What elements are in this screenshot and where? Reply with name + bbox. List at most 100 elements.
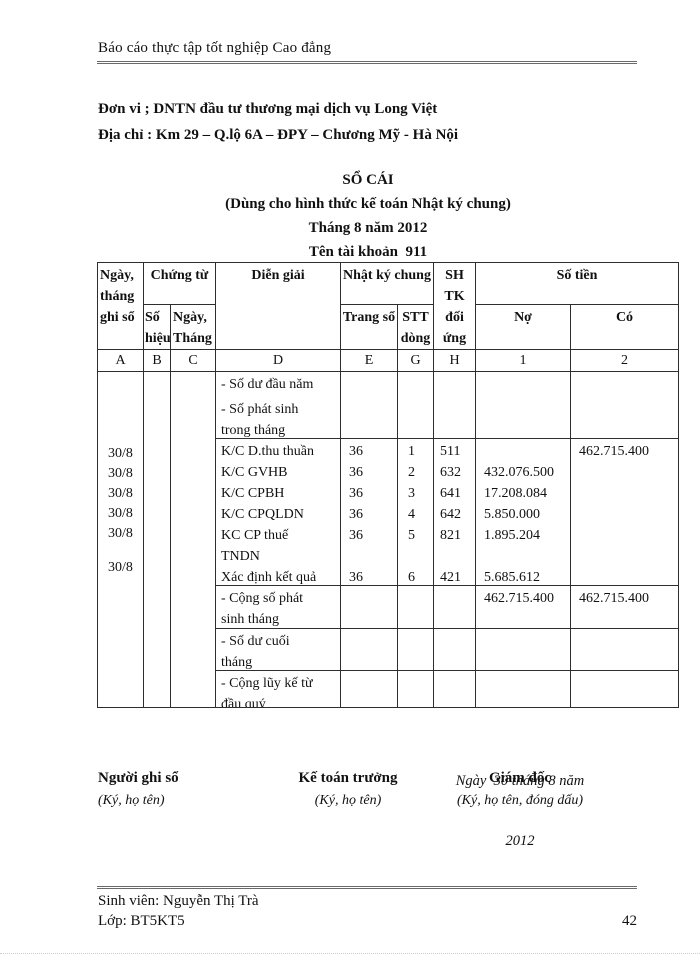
role-note: (Ký, họ tên) (314, 793, 382, 808)
entry-date-column: 30/8 30/8 30/8 30/8 30/8 30/8 (98, 371, 143, 707)
entry-date: 30/8 (108, 526, 133, 541)
entry-journal-page: 36 (349, 570, 363, 585)
running-header: Báo cáo thực tập tốt nghiệp Cao đẳng (98, 40, 332, 56)
col-header-journal-group: Nhật ký chung (340, 263, 433, 304)
summary-label-line: - Cộng lũy kế từ (221, 676, 313, 691)
summary-label-line: - Số dư cuối (221, 634, 290, 649)
entry-debit-amount: 1.895.204 (484, 528, 540, 543)
entry-journal-line: 3 (408, 486, 415, 501)
letter-cell: E (340, 349, 397, 371)
entry-credit-amount (579, 546, 678, 567)
col-header-voucher-date: Ngày, Tháng (170, 304, 215, 349)
entry-journal-page (349, 546, 397, 567)
entry-debit-amount (484, 441, 570, 462)
opening-journal-page-empty (340, 371, 397, 438)
opening-line: - Số phát sinh (221, 402, 299, 417)
entry-debit-amount (484, 546, 570, 567)
entry-date: 30/8 (108, 486, 133, 501)
entry-debit-amount: 17.208.084 (484, 486, 547, 501)
role-title: Kế toán trưởng (298, 770, 398, 786)
summary-journal-line-empty (397, 585, 433, 628)
col-header-voucher-group: Chứng từ (143, 263, 215, 304)
entry-credit-amount (579, 567, 678, 585)
opening-credit-empty (570, 371, 678, 438)
footer-page-number: 42 (622, 913, 637, 929)
role-title: Người ghi sổ (98, 770, 179, 786)
voucher-date-column-empty (170, 371, 215, 707)
entry-contra-account (440, 546, 475, 567)
entry-date: 30/8 (108, 466, 133, 481)
col-header-voucher-no: Số hiệu (143, 304, 170, 349)
entry-description-column: K/C D.thu thuần K/C GVHB K/C CPBH K/C CP… (215, 438, 340, 585)
entry-description: K/C GVHB (221, 465, 288, 480)
letter-cell: A (98, 349, 143, 371)
entry-credit-amount (579, 504, 678, 525)
entry-contra-account: 642 (440, 507, 461, 522)
letter-cell: C (170, 349, 215, 371)
role-title: Giám đốc (488, 770, 552, 786)
contra-header-line: SH (445, 268, 464, 283)
opening-debit-empty (475, 371, 570, 438)
entry-contra-account: 641 (440, 486, 461, 501)
summary-journal-line-empty (397, 670, 433, 707)
summary-label-cell: - Cộng số phát sinh tháng (215, 585, 340, 628)
letter-cell: G (397, 349, 433, 371)
entry-journal-page: 36 (349, 528, 363, 543)
role-note: (Ký, họ tên) (98, 793, 165, 808)
summary-label-line: tháng (221, 655, 253, 670)
entry-description: K/C CPQLDN (221, 507, 304, 522)
entry-credit-amount (579, 483, 678, 504)
entry-debit-amount: 5.850.000 (484, 507, 540, 522)
opening-contra-empty (433, 371, 475, 438)
signature-role-chief-accountant: Kế toán trưởng (Ký, họ tên) (268, 770, 428, 809)
page-subtitle: (Dùng cho hình thức kế toán Nhật ký chun… (225, 196, 511, 212)
summary-label-cell: - Số dư cuối tháng (215, 628, 340, 670)
entry-description: K/C D.thu thuần (221, 444, 314, 459)
col-header-journal-line: STT dòng (397, 304, 433, 349)
entry-journal-line: 6 (408, 570, 415, 585)
contra-header-line: ứng (442, 331, 467, 346)
entry-description: TNDN (221, 549, 260, 564)
letter-cell: B (143, 349, 170, 371)
summary-debit-cell (475, 628, 570, 670)
footer-class-line: Lớp: BT5KT5 (98, 913, 185, 929)
summary-contra-empty (433, 670, 475, 707)
voucher-no-column-empty (143, 371, 170, 707)
entry-contra-account-column: 511 632 641 642 821 421 (433, 438, 475, 585)
contra-header-line: TK (444, 289, 465, 304)
entry-contra-account: 511 (440, 444, 461, 459)
page-edge-dotted-line (0, 953, 700, 954)
entry-description: KC CP thuế (221, 528, 289, 543)
title-block: SỔ CÁI (Dùng cho hình thức kế toán Nhật … (98, 168, 638, 264)
letter-cell: D (215, 349, 340, 371)
header-rule (97, 61, 637, 64)
summary-label-line: đầu quý (221, 697, 266, 707)
col-header-amount-group: Số tiền (475, 263, 678, 304)
signoff-date-line: Ngày 30 tháng 8 năm (455, 773, 585, 789)
footer-class-row: Lớp: BT5KT5 42 (98, 913, 637, 930)
entry-contra-account: 421 (440, 570, 461, 585)
signoff-date: Ngày 30 tháng 8 năm 2012 (430, 731, 610, 891)
entry-journal-line (408, 546, 433, 567)
summary-debit-cell: 462.715.400 (475, 585, 570, 628)
summary-label-line: sinh tháng (221, 612, 279, 627)
summary-journal-line-empty (397, 628, 433, 670)
col-header-journal-page: Trang sổ (340, 304, 397, 349)
entry-credit-amount (579, 525, 678, 546)
entry-journal-line: 1 (408, 444, 415, 459)
entry-credit-column: 462.715.400 (570, 438, 678, 585)
summary-contra-empty (433, 628, 475, 670)
entry-journal-line: 4 (408, 507, 415, 522)
entry-debit-amount: 5.685.612 (484, 570, 540, 585)
opening-line: - Số dư đầu năm (221, 377, 314, 392)
entry-debit-column: 432.076.500 17.208.084 5.850.000 1.895.2… (475, 438, 570, 585)
company-unit-line: Đơn vi ; DNTN đầu tư thương mại dịch vụ … (98, 101, 438, 117)
entry-credit-amount: 462.715.400 (579, 444, 649, 459)
entry-description: K/C CPBH (221, 486, 285, 501)
entry-journal-page: 36 (349, 465, 363, 480)
entry-journal-page: 36 (349, 507, 363, 522)
entry-contra-account: 632 (440, 465, 461, 480)
contra-header-line: đối (445, 310, 464, 325)
signature-role-director: Giám đốc (Ký, họ tên, đóng dấu) (430, 770, 610, 809)
